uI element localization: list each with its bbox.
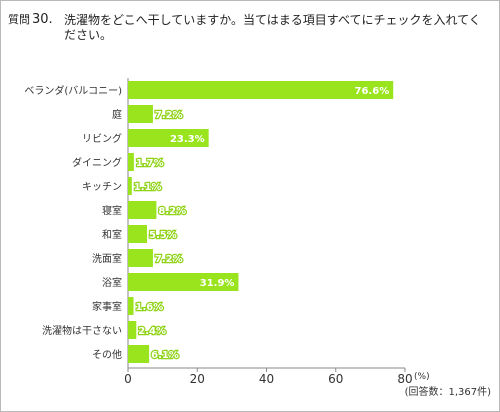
bar	[128, 225, 148, 243]
category-label: 庭	[112, 108, 122, 121]
category-label: ベランダ(バルコニー)	[24, 84, 122, 97]
category-label: その他	[92, 348, 122, 361]
category-label: 家事室	[92, 300, 122, 313]
value-label: 23.3%	[170, 134, 205, 145]
x-tick-label: 0	[124, 372, 132, 386]
category-label: 和室	[102, 228, 122, 241]
value-label: 7.2%	[155, 254, 183, 265]
bar	[128, 321, 137, 339]
bar	[128, 105, 153, 123]
bar	[128, 249, 153, 267]
x-tick-label: 60	[328, 372, 343, 386]
bar	[128, 201, 157, 219]
bar	[128, 297, 134, 315]
value-label: 1.6%	[136, 302, 164, 313]
x-axis-unit: (%)	[414, 372, 430, 382]
x-tick-label: 20	[190, 372, 205, 386]
value-label: 6.1%	[151, 350, 179, 361]
bar	[128, 273, 239, 291]
category-label: キッチン	[82, 181, 122, 193]
category-label: 洗面室	[92, 252, 122, 265]
bar	[128, 81, 394, 99]
value-label: 76.6%	[355, 86, 390, 97]
value-label: 8.2%	[158, 206, 186, 217]
bar	[128, 345, 150, 363]
question-text: 洗濯物をどこへ干していますか。当てはまる項目すべてにチェックを入れてください。	[64, 13, 481, 42]
value-label: 7.2%	[155, 110, 183, 121]
value-label: 31.9%	[200, 278, 235, 289]
x-tick-label: 80	[397, 372, 412, 386]
category-label: 寝室	[102, 204, 122, 217]
category-label: ダイニング	[72, 156, 122, 169]
question-prefix: 質問	[8, 13, 30, 26]
value-label: 1.1%	[134, 182, 162, 193]
category-label: リビング	[82, 132, 122, 145]
value-label: 5.5%	[149, 230, 177, 241]
bar	[128, 177, 132, 195]
question-number: 30.	[32, 12, 53, 27]
value-label: 2.4%	[138, 326, 166, 337]
bar	[128, 153, 134, 171]
x-tick-label: 40	[259, 372, 274, 386]
sample-size-note: (回答数：1,367件)	[405, 385, 492, 398]
value-label: 1.7%	[136, 158, 164, 169]
category-label: 浴室	[102, 276, 122, 289]
category-label: 洗濯物は干さない	[42, 324, 122, 337]
question-label: 質問 30.	[8, 11, 53, 27]
bar	[128, 129, 209, 147]
